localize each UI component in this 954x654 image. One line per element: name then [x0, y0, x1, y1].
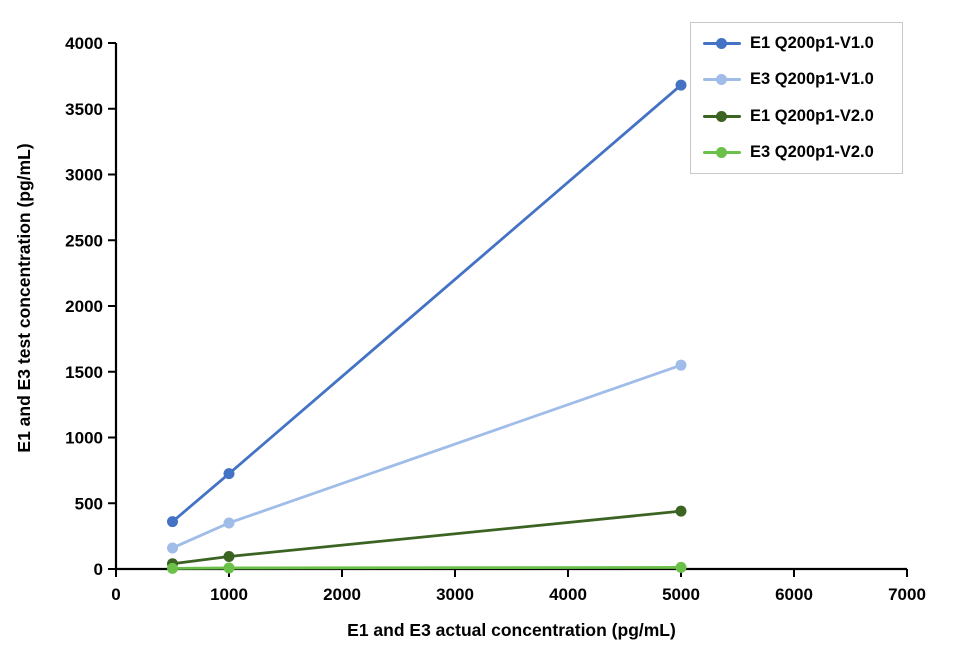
- y-tick-label: 500: [75, 494, 103, 513]
- x-tick-label: 1000: [210, 585, 248, 604]
- legend-line-dot-icon: [703, 147, 741, 159]
- legend-label: E3 Q200p1-V2.0: [750, 143, 874, 162]
- series-line-2: [172, 509, 682, 566]
- data-point: [167, 516, 178, 528]
- legend-item: E1 Q200p1-V1.0: [703, 25, 902, 62]
- y-tick-label: 1500: [65, 363, 103, 382]
- legend-label: E3 Q200p1-V1.0: [750, 70, 874, 89]
- data-point: [223, 562, 235, 574]
- series-line-3: [172, 566, 682, 570]
- x-tick-label: 2000: [323, 585, 361, 604]
- data-point: [223, 551, 235, 563]
- x-tick-label: 4000: [549, 585, 587, 604]
- data-point: [675, 505, 687, 517]
- legend-item: E1 Q200p1-V2.0: [703, 98, 902, 135]
- legend-label: E1 Q200p1-V1.0: [750, 33, 874, 52]
- y-tick-label: 2000: [65, 297, 103, 316]
- legend-line-dot-icon: [703, 74, 741, 86]
- legend-line-dot-icon: [703, 37, 741, 49]
- x-tick-label: 5000: [662, 585, 700, 604]
- legend-line-dot-icon: [703, 110, 741, 122]
- y-tick-label: 4000: [65, 34, 103, 53]
- data-point: [223, 517, 235, 529]
- x-axis-title: E1 and E3 actual concentration (pg/mL): [347, 620, 676, 640]
- legend-item: E3 Q200p1-V1.0: [703, 62, 902, 99]
- y-tick-label: 3500: [65, 100, 103, 119]
- y-tick-label: 2500: [65, 231, 103, 250]
- x-tick-label: 0: [111, 585, 120, 604]
- y-tick-label: 3000: [65, 166, 103, 185]
- x-tick-label: 6000: [775, 585, 813, 604]
- data-point: [223, 468, 235, 480]
- x-tick-label: 3000: [436, 585, 474, 604]
- y-tick-label: 1000: [65, 429, 103, 448]
- y-axis-title: E1 and E3 test concentration (pg/mL): [14, 143, 34, 452]
- data-point: [675, 359, 687, 371]
- x-tick-label: 7000: [888, 585, 926, 604]
- legend: E1 Q200p1-V1.0 E3 Q200p1-V1.0 E1 Q200p1-…: [690, 22, 903, 174]
- data-point: [675, 561, 687, 573]
- data-point: [675, 79, 687, 91]
- data-point: [167, 562, 178, 574]
- y-tick-label: 0: [94, 560, 103, 579]
- series-line-0: [171, 84, 682, 523]
- legend-label: E1 Q200p1-V2.0: [750, 106, 874, 125]
- legend-item: E3 Q200p1-V2.0: [703, 135, 902, 172]
- data-point: [167, 542, 178, 554]
